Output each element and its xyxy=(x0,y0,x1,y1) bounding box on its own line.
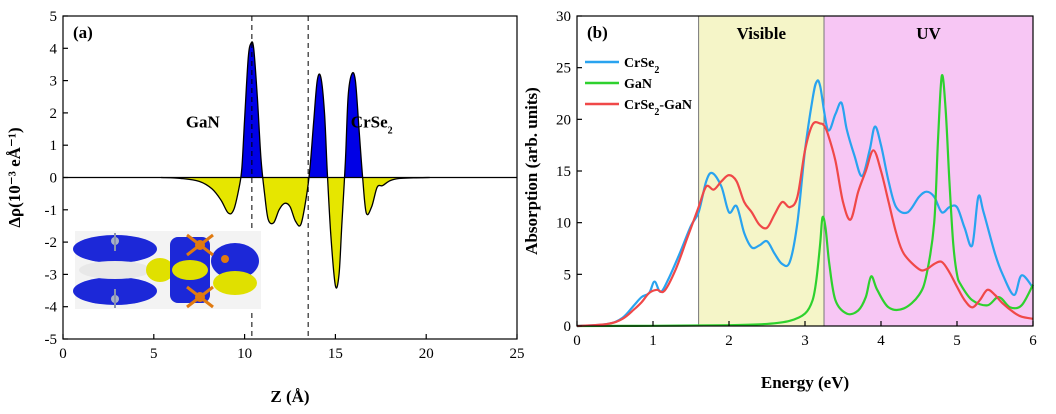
panel-b-series-lines xyxy=(576,74,1034,328)
inset-shape xyxy=(211,243,259,279)
region-label-visible: Visible xyxy=(737,24,787,43)
inset-shape xyxy=(221,255,229,263)
x-tick-label: 15 xyxy=(328,346,343,362)
series-line-gan xyxy=(576,74,1034,328)
inset-shape xyxy=(213,271,257,295)
panel-b-x-axis-title: Energy (eV) xyxy=(761,373,849,392)
x-tick-label: 2 xyxy=(725,333,733,349)
x-tick-label: 20 xyxy=(419,346,434,362)
panel-b-region-labels: Visible UV xyxy=(737,24,942,43)
y-tick-label: 1 xyxy=(50,138,58,154)
y-tick-label: 15 xyxy=(556,164,571,180)
x-tick-label: 25 xyxy=(510,346,525,362)
x-tick-label: 0 xyxy=(573,333,581,349)
x-tick-label: 4 xyxy=(877,333,885,349)
panel-a: 0 5 10 15 20 25 -5 -4 -3 -2 -1 0 1 2 3 4 5 (a) GaN CrSe2… xyxy=(5,9,525,406)
series-line-crse2-gan xyxy=(576,121,1034,328)
x-tick-label: 3 xyxy=(801,333,809,349)
y-tick-label: 4 xyxy=(50,41,58,57)
panel-b-spectral-regions xyxy=(698,16,1033,326)
x-tick-label: 6 xyxy=(1029,333,1037,349)
annotation-gan: GaN xyxy=(186,112,221,131)
legend-label: CrSe2-GaN xyxy=(624,98,692,118)
y-tick-label: 0 xyxy=(50,171,58,187)
x-tick-label: 10 xyxy=(237,346,252,362)
panel-b-label: (b) xyxy=(587,23,608,42)
region-label-uv: UV xyxy=(916,24,941,43)
y-tick-label: 10 xyxy=(556,216,571,232)
y-tick-label: 5 xyxy=(50,9,58,25)
inset-bond xyxy=(186,285,214,309)
panel-a-ticks: 0 5 10 15 20 25 -5 -4 -3 -2 -1 0 1 2 3 4 5 xyxy=(45,9,525,362)
panel-b-y-axis-title: Absorption (arb. units) xyxy=(522,87,541,255)
inset-shape xyxy=(79,261,151,279)
panel-a-label: (a) xyxy=(73,23,93,42)
y-tick-label: -4 xyxy=(45,300,58,316)
legend-label: GaN xyxy=(624,77,652,92)
inset-bond xyxy=(186,233,214,257)
x-tick-label: 0 xyxy=(59,346,67,362)
panel-a-y-axis-title: Δρ(10⁻³ eÅ⁻¹) xyxy=(5,127,24,227)
panel-a-x-axis-title: Z (Å) xyxy=(270,387,309,406)
y-tick-label: 20 xyxy=(556,112,571,128)
x-tick-label: 5 xyxy=(150,346,158,362)
y-tick-label: 30 xyxy=(556,9,571,25)
x-tick-label: 1 xyxy=(649,333,657,349)
x-tick-label: 5 xyxy=(953,333,961,349)
y-tick-label: -1 xyxy=(45,203,58,219)
inset-shape xyxy=(146,258,174,282)
panel-b-ticks: 0 1 2 3 4 5 6 0 5 10 15 20 25 30 xyxy=(556,9,1037,349)
y-tick-label: 3 xyxy=(50,74,58,90)
y-tick-label: 5 xyxy=(564,267,572,283)
y-tick-label: 0 xyxy=(564,319,572,335)
negative-charge-fill xyxy=(161,177,430,289)
legend-label: CrSe2 xyxy=(624,56,659,76)
y-tick-label: 25 xyxy=(556,61,571,77)
series-line-crse2 xyxy=(576,79,1034,328)
y-tick-label: 2 xyxy=(50,106,58,122)
panel-a-fill-layer xyxy=(161,41,430,289)
panel-a-reference-lines xyxy=(63,16,517,339)
region-band-visible xyxy=(698,16,824,326)
panel-a-structure-inset xyxy=(73,231,261,309)
annotation-crse2: CrSe2 xyxy=(351,112,393,136)
inset-shape xyxy=(172,260,208,280)
y-tick-label: -5 xyxy=(45,332,58,348)
y-tick-label: -3 xyxy=(45,267,58,283)
y-tick-label: -2 xyxy=(45,235,58,251)
region-band-uv xyxy=(824,16,1033,326)
panel-a-density-line xyxy=(161,41,430,289)
